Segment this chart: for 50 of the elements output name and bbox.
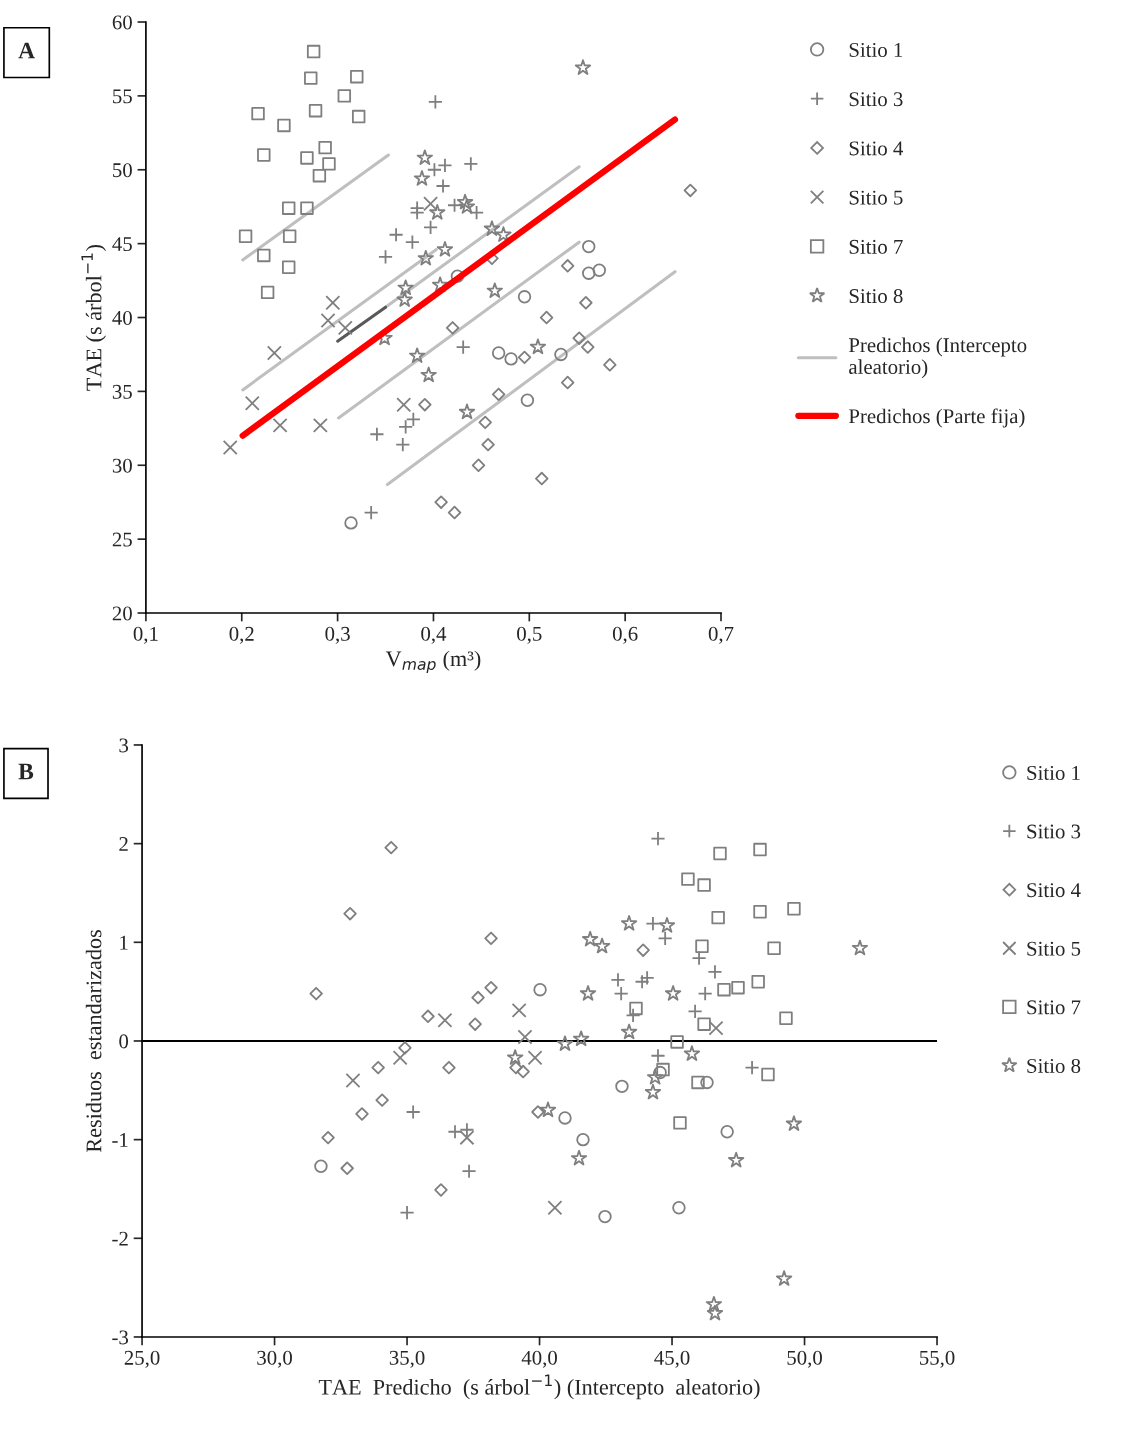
x-axis-title: V$_{map}$ (m³): [385, 650, 481, 673]
y-tick-label: 40: [112, 310, 132, 325]
legend-label: Sitio 3: [1027, 824, 1081, 839]
legend-label: Sitio 5: [849, 190, 903, 205]
y-tick-label: 1: [120, 935, 128, 950]
x-tick-label: 0,2: [229, 626, 254, 644]
y-tick-label: 2: [119, 837, 128, 851]
y-tick-label: 45: [112, 237, 132, 252]
x-tick-label: 40,0: [521, 1350, 557, 1368]
y-tick-label: 20: [112, 606, 132, 621]
x-tick-label: 45,0: [654, 1350, 690, 1368]
legend-label: Sitio 7: [849, 239, 903, 254]
legend-label: Sitio 5: [1027, 941, 1081, 956]
legend-label: Sitio 1: [1027, 765, 1080, 780]
legend-label: Sitio 8: [1027, 1058, 1081, 1073]
legend-label: Sitio 1: [849, 42, 903, 57]
text: A: [18, 42, 35, 59]
x-tick-label: 30,0: [257, 1350, 292, 1368]
x-tick-label: 0,5: [517, 626, 542, 644]
legend-label: Sitio 7: [1027, 1000, 1081, 1015]
y-tick-label: -3: [112, 1330, 129, 1345]
text: B: [18, 763, 34, 780]
legend-label: Sitio 3: [849, 92, 903, 107]
y-tick-label: 25: [112, 532, 132, 547]
legend-label: Predichos (Intercepto aleatorio): [848, 337, 1027, 379]
y-axis-title: TAE (s árbol$^{−1}$): [81, 244, 107, 391]
x-tick-label: 35,0: [389, 1350, 425, 1368]
y-tick-label: 3: [119, 738, 129, 753]
legend-label: Predichos (Parte fija): [848, 408, 1025, 428]
legend-label: Sitio 4: [1027, 883, 1081, 898]
x-tick-label: 0,4: [421, 626, 447, 644]
y-tick-label: 60: [112, 15, 132, 30]
x-axis-title: TAE Predicho (s árbol$^{−1}$) (Intercepto aleatorio): [318, 1374, 760, 1400]
x-tick-label: 0,3: [325, 626, 350, 644]
x-tick-label: 50,0: [787, 1350, 822, 1368]
legend-label: Sitio 4: [849, 141, 904, 156]
y-tick-label: 55: [113, 89, 132, 104]
y-tick-label: -1: [112, 1133, 128, 1147]
y-tick-label: -2: [112, 1231, 128, 1246]
x-tick-label: 55,0: [920, 1350, 955, 1368]
y-axis-title: Residuos estandarizados: [85, 930, 102, 1153]
y-tick-label: 0: [119, 1034, 129, 1049]
x-tick-label: 0,6: [612, 626, 638, 644]
legend-label: Sitio 8: [849, 289, 903, 304]
x-tick-label: 0,1: [133, 626, 158, 644]
y-tick-label: 30: [112, 458, 132, 473]
x-tick-label: 25,0: [124, 1350, 160, 1368]
y-tick-label: 35: [112, 384, 132, 399]
x-tick-label: 0,7: [708, 626, 734, 644]
y-tick-label: 50: [113, 163, 132, 178]
